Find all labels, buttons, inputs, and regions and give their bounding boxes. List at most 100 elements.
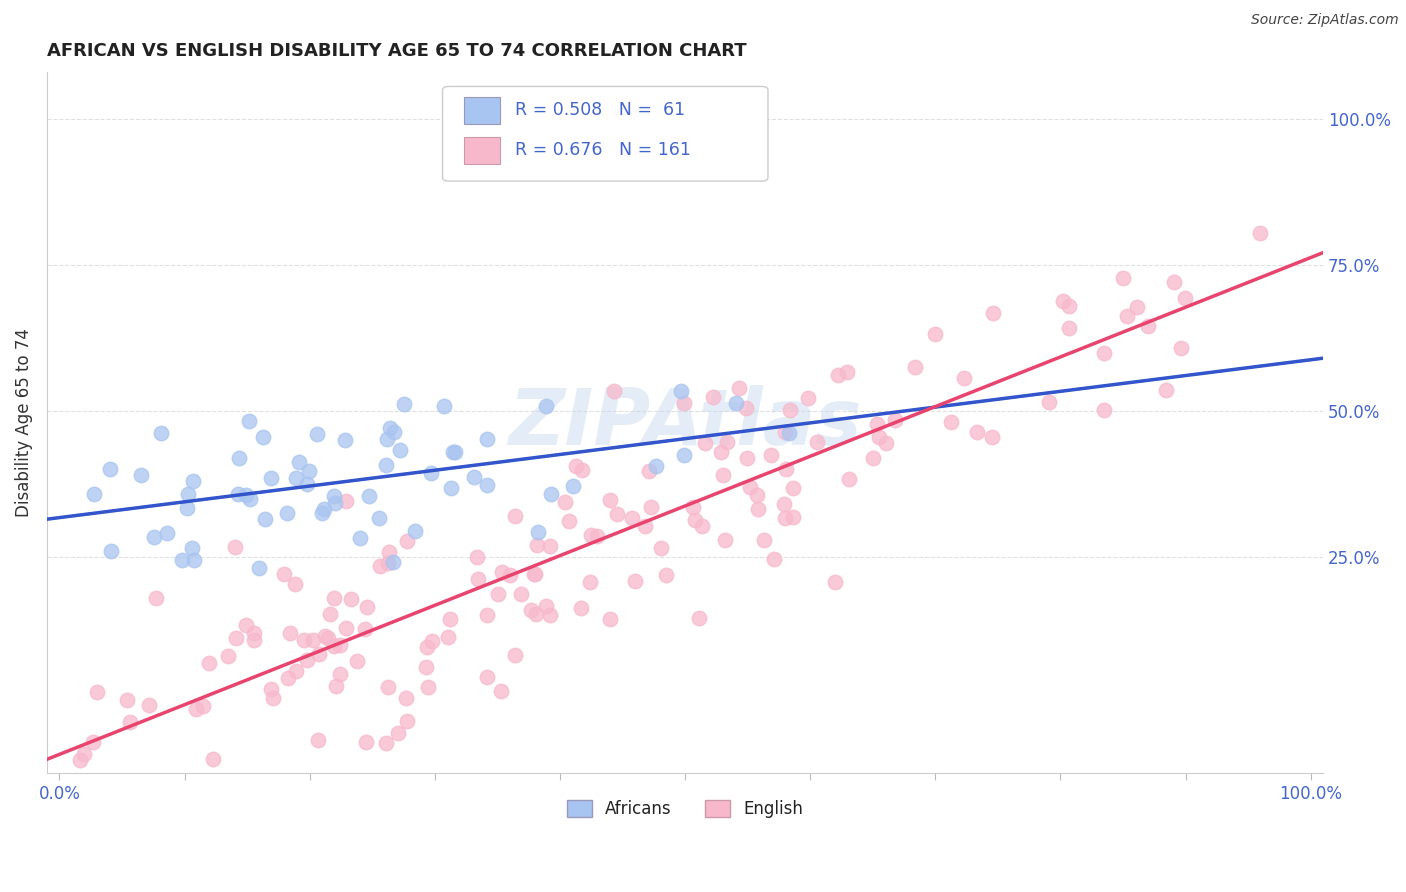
Point	[682, 500, 704, 514]
Point	[571, 462, 593, 476]
Point	[120, 714, 142, 729]
Point	[346, 654, 368, 668]
Point	[316, 632, 339, 646]
Point	[444, 444, 467, 458]
Point	[773, 510, 796, 524]
Point	[356, 735, 378, 749]
Point	[181, 541, 204, 556]
Point	[1057, 321, 1080, 335]
Point	[688, 611, 710, 625]
Point	[782, 481, 804, 495]
Point	[377, 681, 399, 695]
Point	[1112, 271, 1135, 285]
Point	[761, 448, 783, 462]
Point	[382, 425, 405, 439]
Point	[1057, 299, 1080, 313]
Point	[224, 540, 246, 554]
Point	[311, 507, 333, 521]
Point	[538, 539, 561, 553]
Point	[738, 480, 761, 494]
Point	[217, 648, 239, 663]
Point	[565, 458, 588, 473]
Point	[404, 524, 426, 538]
Point	[655, 567, 678, 582]
Text: R = 0.676   N = 161: R = 0.676 N = 161	[515, 141, 692, 159]
Point	[752, 533, 775, 547]
Point	[202, 752, 225, 766]
Point	[683, 513, 706, 527]
Point	[377, 556, 399, 570]
Point	[72, 747, 94, 761]
Point	[693, 435, 716, 450]
Point	[527, 524, 550, 539]
Point	[710, 445, 733, 459]
Point	[176, 501, 198, 516]
Point	[486, 587, 509, 601]
Point	[773, 425, 796, 440]
Point	[312, 502, 335, 516]
Point	[465, 550, 488, 565]
Text: Source: ZipAtlas.com: Source: ZipAtlas.com	[1251, 13, 1399, 28]
Point	[1052, 293, 1074, 308]
Point	[540, 487, 562, 501]
Point	[606, 507, 628, 521]
Point	[433, 399, 456, 413]
Point	[388, 442, 411, 457]
Point	[392, 397, 415, 411]
Point	[297, 477, 319, 491]
Point	[645, 459, 668, 474]
Point	[797, 391, 820, 405]
Point	[298, 464, 321, 478]
Point	[396, 714, 419, 729]
Point	[491, 565, 513, 579]
Point	[1249, 226, 1271, 240]
Point	[603, 384, 626, 398]
Point	[181, 475, 204, 489]
Point	[806, 434, 828, 449]
Point	[225, 631, 247, 645]
Point	[1092, 403, 1115, 417]
Point	[499, 568, 522, 582]
Point	[773, 496, 796, 510]
Point	[277, 671, 299, 685]
Point	[463, 470, 485, 484]
Point	[557, 514, 579, 528]
Point	[142, 530, 165, 544]
Point	[323, 496, 346, 510]
Point	[875, 436, 897, 450]
Point	[375, 458, 398, 472]
Point	[415, 659, 437, 673]
Point	[349, 531, 371, 545]
Point	[242, 626, 264, 640]
Point	[333, 433, 356, 447]
Point	[295, 653, 318, 667]
Point	[329, 638, 352, 652]
Point	[866, 417, 889, 431]
Point	[510, 587, 533, 601]
Point	[69, 753, 91, 767]
Point	[1170, 341, 1192, 355]
Point	[239, 492, 262, 507]
Point	[673, 449, 696, 463]
Point	[1163, 275, 1185, 289]
Text: ZIPAtlas: ZIPAtlas	[508, 385, 862, 461]
FancyBboxPatch shape	[443, 87, 768, 181]
Point	[440, 481, 463, 495]
Point	[278, 626, 301, 640]
Point	[475, 670, 498, 684]
Point	[538, 608, 561, 623]
Point	[382, 555, 405, 569]
Point	[436, 630, 458, 644]
Point	[673, 396, 696, 410]
Point	[838, 471, 860, 485]
Point	[1137, 318, 1160, 333]
Point	[420, 633, 443, 648]
Point	[763, 551, 786, 566]
Point	[103, 777, 125, 791]
Point	[262, 691, 284, 706]
Point	[415, 640, 437, 655]
Point	[523, 566, 546, 581]
Point	[747, 488, 769, 502]
Point	[1116, 309, 1139, 323]
Point	[98, 461, 121, 475]
